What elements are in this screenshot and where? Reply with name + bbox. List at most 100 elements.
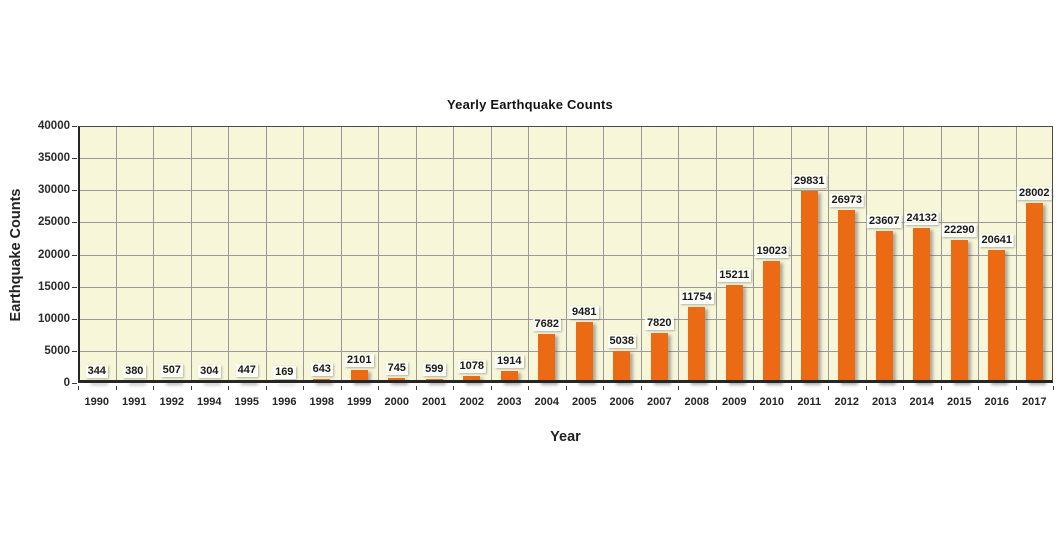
y-tick-mark xyxy=(72,222,77,224)
x-tick-label: 1998 xyxy=(309,396,334,408)
x-tick-label: 1991 xyxy=(122,396,147,408)
plot-area: 344 380 507 304 447 169 643 2101 745 599 1078 1914 7… xyxy=(78,126,1053,383)
bar xyxy=(200,381,218,383)
v-gridline xyxy=(340,126,342,383)
v-gridline xyxy=(190,126,192,383)
bar-value-label: 599 xyxy=(423,363,446,377)
bar-value-label: 169 xyxy=(273,365,296,379)
x-tick-label: 2010 xyxy=(759,396,784,408)
x-tick-mark xyxy=(153,386,154,390)
y-tick-mark xyxy=(72,254,77,256)
bar xyxy=(838,209,856,383)
v-gridline xyxy=(303,126,304,383)
x-tick-label: 2003 xyxy=(497,396,522,408)
bar-value-label: 643 xyxy=(310,362,333,376)
bar-value-label: 24132 xyxy=(904,211,940,225)
y-tick-label: 20000 xyxy=(38,248,70,261)
v-gridline xyxy=(603,126,604,383)
chart-title: Yearly Earthquake Counts xyxy=(447,97,613,112)
v-gridline xyxy=(828,126,829,383)
bar xyxy=(1025,203,1043,383)
v-gridline xyxy=(528,126,529,383)
v-gridline xyxy=(978,126,979,383)
bar xyxy=(463,376,481,383)
bar xyxy=(650,332,668,383)
x-tick-label: 2015 xyxy=(947,396,972,408)
x-tick-label: 2005 xyxy=(572,396,597,408)
bar xyxy=(988,250,1006,383)
x-tick-mark xyxy=(828,386,829,390)
bar xyxy=(425,379,443,383)
v-gridline xyxy=(640,126,642,383)
y-tick-mark xyxy=(72,286,77,288)
bar-value-label: 15211 xyxy=(717,269,752,283)
x-axis-title: Year xyxy=(550,429,581,445)
x-tick-label: 1995 xyxy=(234,396,259,408)
y-tick-mark xyxy=(72,318,77,320)
bar xyxy=(350,369,368,383)
x-tick-mark xyxy=(228,386,229,390)
x-tick-mark xyxy=(190,386,192,390)
x-tick-mark xyxy=(115,386,117,390)
x-tick-mark xyxy=(303,386,304,390)
bar xyxy=(125,380,143,383)
bar-value-label: 5038 xyxy=(607,334,636,348)
bar-value-label: 20641 xyxy=(979,234,1015,248)
v-gridline xyxy=(1015,126,1017,383)
bar-value-label: 9481 xyxy=(570,306,599,320)
y-tick-mark xyxy=(72,350,77,352)
x-tick-label: 2004 xyxy=(534,396,559,408)
bar-value-label: 2101 xyxy=(345,353,374,367)
v-gridline xyxy=(940,126,942,383)
x-tick-label: 2007 xyxy=(647,396,672,408)
bar-value-label: 28002 xyxy=(1016,187,1052,201)
v-gridline xyxy=(865,126,867,383)
y-tick-label: 40000 xyxy=(38,120,70,132)
x-tick-mark xyxy=(415,386,417,390)
x-tick-mark xyxy=(865,386,867,390)
x-tick-mark xyxy=(1015,386,1017,390)
y-tick-label: 25000 xyxy=(38,216,70,229)
bar-value-label: 745 xyxy=(385,362,408,376)
bar xyxy=(238,380,256,383)
bar-value-label: 507 xyxy=(160,363,183,377)
x-tick-label: 2000 xyxy=(384,396,409,408)
y-tick-mark xyxy=(72,383,77,384)
y-tick-label: 35000 xyxy=(38,152,70,165)
x-tick-mark xyxy=(940,386,942,390)
x-tick-mark xyxy=(490,386,492,390)
x-tick-mark xyxy=(790,386,792,390)
v-gridline xyxy=(228,126,229,383)
x-tick-label: 1996 xyxy=(272,396,297,408)
v-gridline xyxy=(753,126,754,383)
x-tick-label: 2016 xyxy=(984,396,1009,408)
bar-value-label: 380 xyxy=(123,364,146,378)
bar xyxy=(800,191,818,383)
v-gridline xyxy=(715,126,717,383)
x-tick-label: 2009 xyxy=(722,396,747,408)
y-tick-mark xyxy=(72,190,77,192)
x-tick-mark xyxy=(378,386,379,390)
x-tick-mark xyxy=(1053,386,1054,390)
x-tick-mark xyxy=(78,386,79,390)
bar xyxy=(763,260,781,383)
v-gridline xyxy=(115,126,117,383)
bar xyxy=(725,285,743,383)
v-gridline xyxy=(790,126,792,383)
y-tick-label: 30000 xyxy=(38,184,70,197)
x-tick-label: 1992 xyxy=(159,396,184,408)
bar xyxy=(500,370,518,383)
x-tick-mark xyxy=(565,386,567,390)
v-gridline xyxy=(678,126,679,383)
v-gridline xyxy=(453,126,454,383)
x-tick-mark xyxy=(978,386,979,390)
y-tick-mark xyxy=(72,158,77,160)
bar-value-label: 447 xyxy=(235,364,258,378)
bar xyxy=(575,322,593,383)
x-tick-mark xyxy=(903,386,904,390)
x-tick-mark xyxy=(640,386,642,390)
bar xyxy=(688,307,706,383)
v-gridline xyxy=(565,126,567,383)
bar xyxy=(88,380,106,383)
